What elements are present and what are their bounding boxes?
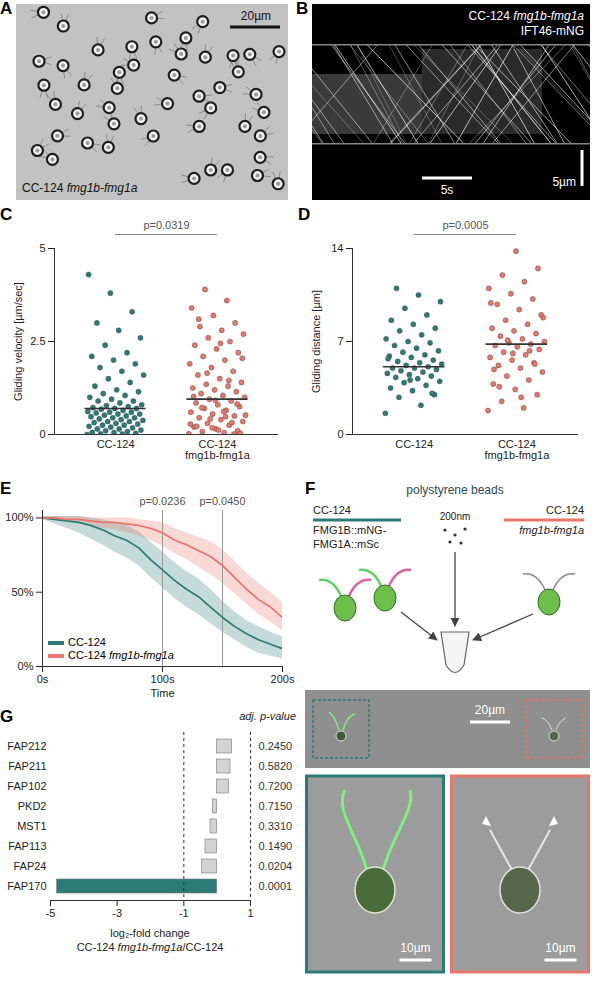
svg-text:0s: 0s xyxy=(37,673,49,685)
svg-text:20µm: 20µm xyxy=(475,703,505,717)
svg-text:50%: 50% xyxy=(11,586,33,598)
svg-text:0.5820: 0.5820 xyxy=(259,760,293,772)
html-text:adj. p-value: adj. p-value xyxy=(239,710,296,722)
svg-text:2.5: 2.5 xyxy=(30,335,45,347)
svg-text:CC-124: CC-124 xyxy=(546,504,584,516)
svg-text:0: 0 xyxy=(337,428,343,440)
svg-text:Gliding distance [µm]: Gliding distance [µm] xyxy=(310,290,322,393)
html-text:CC-124 fmg1b-fmg1a: CC-124 fmg1b-fmg1a xyxy=(68,649,174,661)
svg-text:Gliding velocity [µm/sec]: Gliding velocity [µm/sec] xyxy=(12,282,24,401)
html-text:log₂-fold change: log₂-fold change xyxy=(110,927,190,939)
svg-text:0%: 0% xyxy=(18,660,34,672)
svg-text:20µm: 20µm xyxy=(241,9,271,23)
html-text:D: D xyxy=(298,205,311,224)
svg-text:-5: -5 xyxy=(46,907,56,919)
svg-text:FAP211: FAP211 xyxy=(8,760,46,772)
svg-text:MST1: MST1 xyxy=(17,820,46,832)
svg-text:FAP24: FAP24 xyxy=(13,860,46,872)
svg-text:CC-124: CC-124 xyxy=(97,438,135,450)
svg-text:polystyrene beads: polystyrene beads xyxy=(406,483,503,497)
html-text:G: G xyxy=(0,707,14,726)
svg-text:FMG1A::mSc: FMG1A::mSc xyxy=(313,538,380,550)
svg-text:10µm: 10µm xyxy=(545,941,575,955)
html-text:CC-124: CC-124 xyxy=(68,636,106,648)
svg-text:p=0.0236: p=0.0236 xyxy=(139,495,185,507)
html-text:F: F xyxy=(305,479,316,498)
svg-text:7: 7 xyxy=(337,335,343,347)
svg-text:-1: -1 xyxy=(179,907,189,919)
svg-text:1: 1 xyxy=(247,907,253,919)
svg-text:CC-124: CC-124 xyxy=(313,504,351,516)
svg-text:FAP113: FAP113 xyxy=(8,840,46,852)
svg-text:CC-124fmg1b-fmg1a: CC-124fmg1b-fmg1a xyxy=(185,438,251,461)
svg-text:5: 5 xyxy=(39,242,45,254)
svg-text:200nm: 200nm xyxy=(440,511,471,522)
svg-text:0.2450: 0.2450 xyxy=(259,740,293,752)
svg-text:0.7200: 0.7200 xyxy=(259,780,293,792)
svg-text:10µm: 10µm xyxy=(400,941,430,955)
svg-text:p=0.0319: p=0.0319 xyxy=(143,219,189,231)
html-text:E: E xyxy=(0,479,12,498)
svg-text:Time: Time xyxy=(150,687,174,699)
svg-text:PKD2: PKD2 xyxy=(18,800,47,812)
svg-text:IFT46-mNG: IFT46-mNG xyxy=(521,24,584,38)
svg-text:100s: 100s xyxy=(151,673,175,685)
svg-text:5s: 5s xyxy=(441,183,454,197)
svg-text:0.0001: 0.0001 xyxy=(259,880,293,892)
svg-text:-3: -3 xyxy=(112,907,122,919)
svg-text:CC-124: CC-124 xyxy=(395,438,433,450)
svg-text:0: 0 xyxy=(39,428,45,440)
svg-text:CC-124fmg1b-fmg1a: CC-124fmg1b-fmg1a xyxy=(484,438,550,461)
svg-text:0.0204: 0.0204 xyxy=(259,860,293,872)
svg-text:5µm: 5µm xyxy=(552,175,576,189)
svg-text:FAP212: FAP212 xyxy=(7,740,46,752)
svg-text:0.1490: 0.1490 xyxy=(259,840,293,852)
svg-text:p=0.0450: p=0.0450 xyxy=(199,495,245,507)
svg-text:100%: 100% xyxy=(5,511,33,523)
svg-text:FAP102: FAP102 xyxy=(7,780,46,792)
svg-text:CC-124 fmg1b-fmg1a: CC-124 fmg1b-fmg1a xyxy=(22,181,138,195)
html-text:C: C xyxy=(0,205,13,224)
svg-text:200s: 200s xyxy=(271,673,295,685)
svg-text:CC-124 fmg1b-fmg1a: CC-124 fmg1b-fmg1a xyxy=(469,9,585,23)
html-text:A: A xyxy=(0,0,13,18)
svg-text:FAP170: FAP170 xyxy=(7,880,46,892)
svg-text:FMG1B::mNG-: FMG1B::mNG- xyxy=(313,524,387,536)
html-text:CC-124 fmg1b-fmg1a /CC-124: CC-124 fmg1b-fmg1a /CC-124 xyxy=(76,941,224,953)
svg-text:p=0.0005: p=0.0005 xyxy=(442,219,488,231)
svg-text:fmg1b-fmg1a: fmg1b-fmg1a xyxy=(519,524,584,536)
svg-text:0.3310: 0.3310 xyxy=(259,820,293,832)
svg-text:0.7150: 0.7150 xyxy=(259,800,293,812)
html-text:B: B xyxy=(296,0,309,18)
svg-text:14: 14 xyxy=(331,242,343,254)
